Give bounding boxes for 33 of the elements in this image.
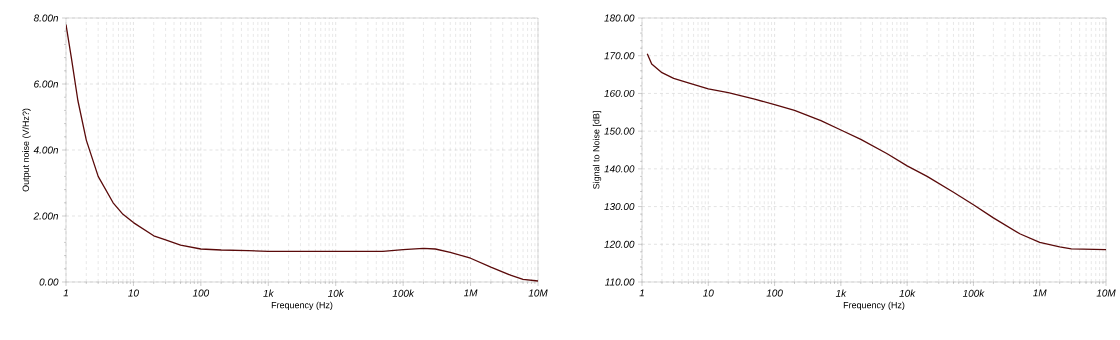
x-tick-label: 10 <box>128 289 139 297</box>
y-axis-title: Output noise (V/Hz?) <box>22 108 31 192</box>
y-tick-label: 130.00 <box>604 203 635 211</box>
x-axis-title: Frequency (Hz) <box>843 301 905 311</box>
y-tick-label: 110.00 <box>605 278 635 286</box>
y-tick-label: 8.00n <box>33 14 59 22</box>
y-tick-label: 6.00n <box>34 80 59 88</box>
x-tick-label: 10k <box>899 289 916 297</box>
y-axis-title: Signal to Noise [dB] <box>592 111 602 189</box>
x-tick-label: 10k <box>327 289 345 297</box>
x-tick-label: 100 <box>192 289 210 297</box>
y-tick-label: 120.00 <box>604 240 635 248</box>
y-tick-label: 170.00 <box>604 52 635 60</box>
x-tick-label: 100 <box>766 289 783 297</box>
y-tick-label: 150.00 <box>604 127 635 135</box>
x-tick-label: 1k <box>835 289 847 297</box>
x-tick-label: 1k <box>263 289 274 297</box>
x-tick-label: 10M <box>1096 289 1116 297</box>
x-tick-label: 1 <box>639 289 644 297</box>
y-tick-label: 2.00n <box>33 212 59 220</box>
x-tick-label: 10M <box>528 289 548 297</box>
x-tick-label: 1M <box>463 289 478 297</box>
y-tick-label: 180.00 <box>604 14 635 22</box>
x-tick-label: 1M <box>1033 289 1047 297</box>
y-tick-label: 0.00 <box>39 278 59 286</box>
y-tick-label: 140.00 <box>604 165 635 173</box>
x-tick-label: 100k <box>962 289 985 297</box>
y-tick-label: 160.00 <box>604 89 635 97</box>
x-tick-label: 100k <box>392 289 415 297</box>
x-axis-title: Frequency (Hz) <box>271 301 333 311</box>
y-tick-label: 4.00n <box>33 146 59 154</box>
x-tick-label: 10 <box>703 289 714 297</box>
x-tick-label: 1 <box>63 289 68 297</box>
